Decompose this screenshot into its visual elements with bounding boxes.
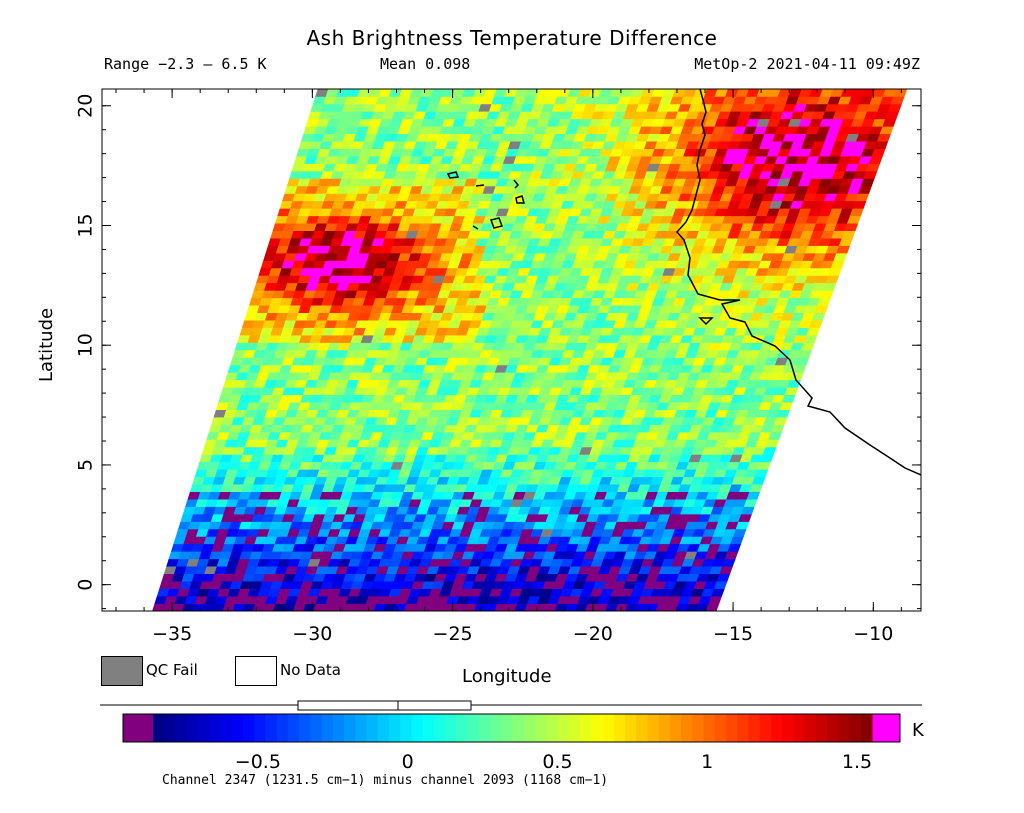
colorbar-tick-label: 1: [701, 751, 713, 773]
y-tick-label: 0: [75, 579, 97, 591]
y-tick-label: 15: [75, 213, 97, 237]
qc-fail-swatch: [101, 656, 143, 686]
x-tick-label: −10: [853, 623, 893, 645]
y-tick-label: 20: [75, 94, 97, 118]
y-axis-ticks: 0 5 10 15 20: [75, 94, 921, 610]
colorbar-over: [872, 714, 900, 742]
colorbar-tick-label: 1.5: [842, 751, 872, 773]
x-tick-label: −35: [152, 623, 192, 645]
colorbar: −0.5 0 0.5 1 1.5: [122, 713, 901, 773]
chart-title: Ash Brightness Temperature Difference: [306, 26, 718, 50]
btd-swath: [152, 89, 908, 611]
channel-footnote: Channel 2347 (1231.5 cm−1) minus channel…: [162, 773, 609, 788]
y-tick-label: 10: [75, 333, 97, 357]
colorbar-tick-label: 0.5: [542, 751, 572, 773]
plot-frame: [101, 88, 922, 612]
y-tick-label: 5: [75, 459, 97, 471]
colorbar-under: [123, 714, 153, 742]
no-data-swatch: [235, 656, 277, 686]
colorbar-tick-label: −0.5: [235, 751, 281, 773]
colorbar-unit: K: [912, 720, 924, 741]
qc-fail-label: QC Fail: [146, 661, 198, 679]
no-data-label: No Data: [280, 661, 341, 679]
coastline: [446, 89, 921, 476]
scroll-thumb[interactable]: [297, 700, 472, 711]
x-tick-label: −25: [433, 623, 473, 645]
x-axis-label: Longitude: [462, 666, 552, 687]
mean-text: Mean 0.098: [380, 55, 471, 73]
x-tick-label: −20: [573, 623, 613, 645]
satellite-timestamp: MetOp-2 2021-04-11 09:49Z: [694, 55, 920, 73]
x-tick-label: −15: [713, 623, 753, 645]
range-text: Range −2.3 – 6.5 K: [104, 55, 267, 73]
x-tick-label: −30: [292, 623, 332, 645]
x-axis-ticks: −35 −30 −25 −20 −15 −10: [115, 89, 902, 645]
colorbar-tick-label: 0: [402, 751, 414, 773]
